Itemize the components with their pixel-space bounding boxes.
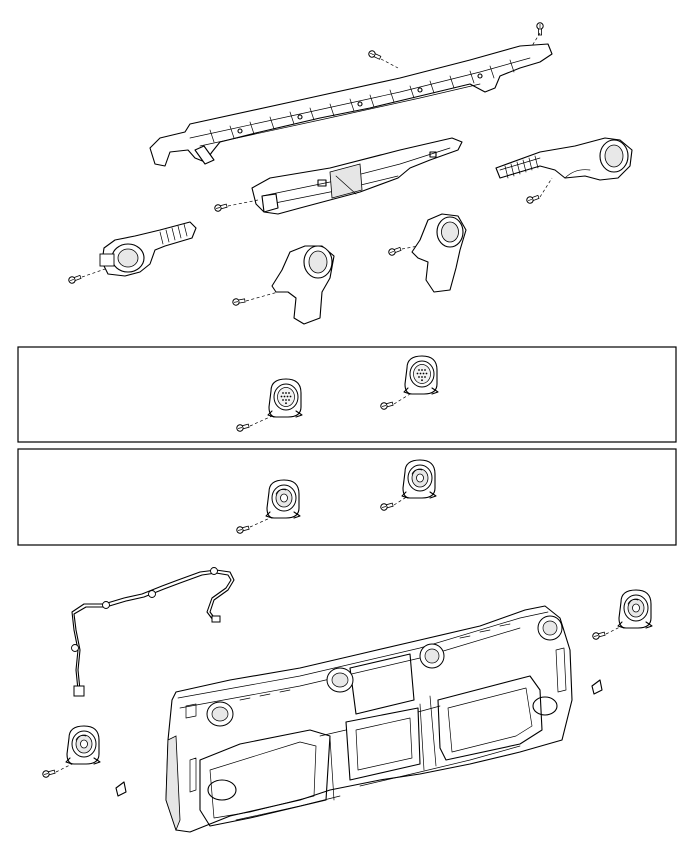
screw-icon <box>379 400 395 411</box>
center-duct-bracket <box>251 137 463 215</box>
speaker-panel-b <box>17 448 677 546</box>
screw-icon <box>591 630 607 641</box>
speaker-icon <box>401 459 437 499</box>
screw-icon <box>367 49 383 62</box>
speaker-icon <box>65 725 101 765</box>
clip-icon <box>115 781 127 797</box>
upper-beam-bracket <box>149 43 553 167</box>
screw-icon <box>379 501 395 512</box>
outlet-icon <box>411 213 467 293</box>
left-duct <box>99 221 197 277</box>
speaker-icon <box>403 355 439 395</box>
screw-icon <box>41 768 57 779</box>
speaker-icon <box>267 378 303 418</box>
clip-icon <box>591 679 603 695</box>
screw-icon <box>231 296 246 307</box>
harness-icon <box>71 567 235 697</box>
speaker-icon <box>617 589 653 629</box>
screw-icon <box>213 202 229 213</box>
speaker-panel-a <box>17 346 677 443</box>
outlet-icon <box>271 245 335 325</box>
speaker-icon <box>265 479 301 519</box>
screw-icon <box>387 245 403 257</box>
screw-icon <box>235 524 251 535</box>
screw-icon <box>67 273 83 285</box>
right-duct <box>495 137 633 181</box>
instrument-panel-carrier <box>165 605 573 833</box>
screw-icon <box>235 422 251 433</box>
screw-icon <box>525 193 541 205</box>
